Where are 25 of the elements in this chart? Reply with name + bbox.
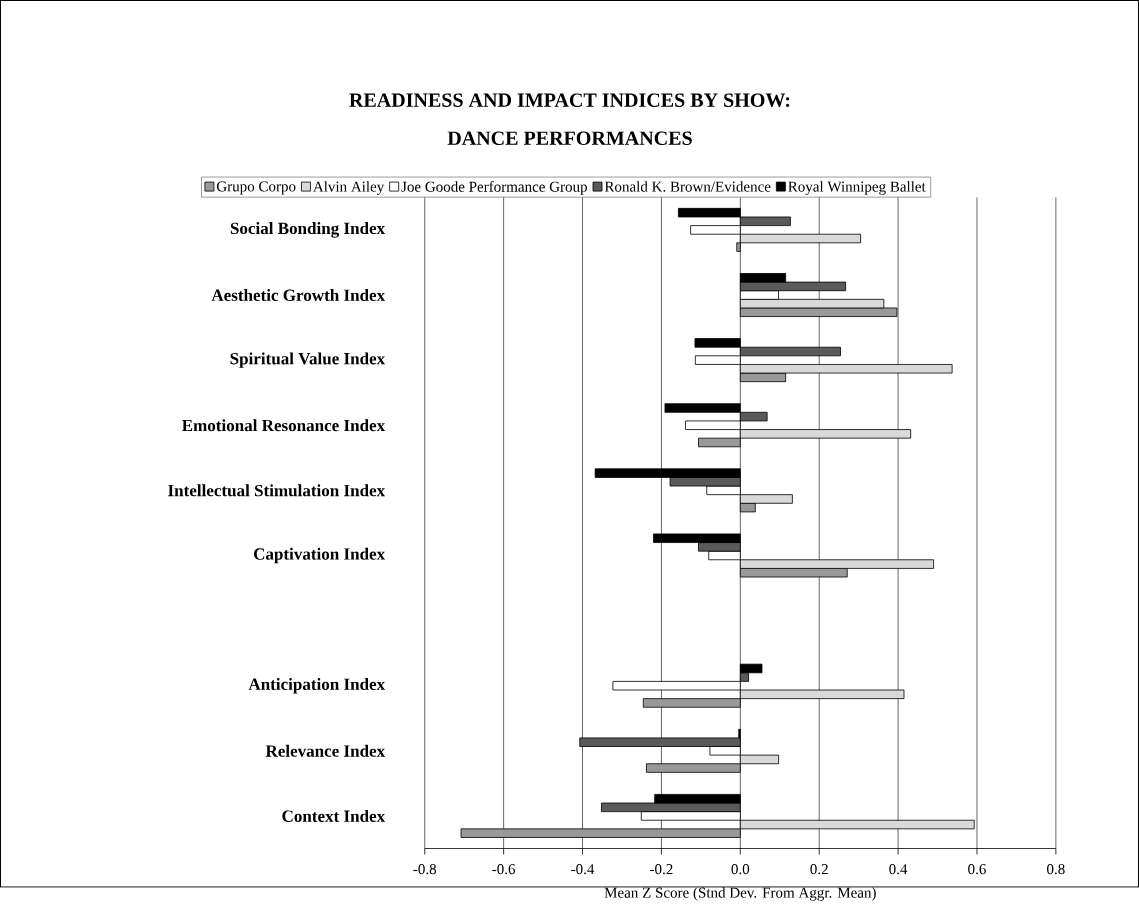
x-axis-title: Mean Z Score (Stnd Dev. From Aggr. Mean): [604, 887, 876, 901]
chart-title: READINESS AND IMPACT INDICES BY SHOW: DANCE PERFORMANCES: [349, 93, 790, 145]
x-tick-label: 0.8: [1047, 863, 1065, 875]
y-tick-label: Spiritual Value Index: [230, 352, 386, 368]
y-tick-label: Social Bonding Index: [230, 222, 386, 238]
y-tick-label: Emotional Resonance Index: [182, 419, 386, 432]
y-tick-label: Anticipation Index: [248, 677, 386, 694]
x-tick-label: -0.4: [571, 863, 595, 875]
y-tick-label: Captivation Index: [253, 547, 386, 564]
y-tick-label: Aesthetic Growth Index: [211, 288, 386, 301]
x-tick-label: 0.2: [810, 863, 828, 875]
x-tick-label: -0.2: [650, 863, 673, 875]
legend-label: Alvin Ailey: [313, 181, 385, 195]
y-tick-label: Intellectual Stimulation Index: [168, 484, 386, 497]
x-tick-label: 0.6: [968, 863, 986, 875]
x-tick-label: 0.4: [889, 863, 908, 875]
legend-label: Joe Goode Performance Group: [401, 181, 587, 195]
y-tick-label: Relevance Index: [265, 744, 386, 757]
legend-label: Ronald K. Brown/Evidence: [604, 181, 771, 192]
x-tick-label: -0.6: [492, 863, 516, 875]
x-tick-label: -0.8: [413, 863, 437, 875]
y-tick-label: Context Index: [282, 809, 386, 822]
legend-label: Grupo Corpo: [216, 181, 296, 195]
x-tick-label: 0.0: [731, 863, 750, 875]
legend-label: Royal Winnipeg Ballet: [788, 181, 926, 195]
